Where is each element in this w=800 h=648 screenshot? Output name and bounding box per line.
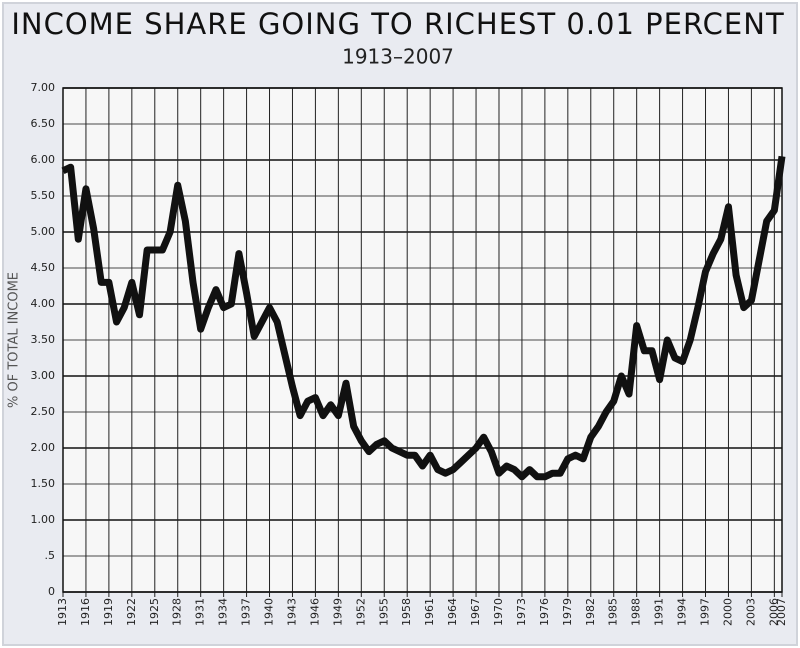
y-tick-label: 1.50 [31,477,56,490]
chart-subtitle: 1913–2007 [342,45,454,69]
y-tick-label: 1.00 [31,513,56,526]
plot-border [62,87,783,593]
x-tick-label: 1913 [56,598,69,626]
y-axis-label: % OF TOTAL INCOME [7,272,22,408]
x-tick-label: 2003 [744,598,757,626]
x-tick-label: 1958 [400,598,413,626]
x-tick-label: 1985 [607,598,620,626]
x-tick-label: 1970 [492,598,505,626]
y-tick-label: 0 [48,585,55,598]
y-tick-label: 3.00 [31,369,56,382]
x-tick-label: 1946 [308,598,321,626]
y-tick-label: 4.00 [31,297,56,310]
y-tick-label: 4.50 [31,261,56,274]
x-tick-label: 1997 [699,598,712,626]
x-tick-label: 1949 [331,598,344,626]
y-tick-label: 2.00 [31,441,56,454]
x-tick-label: 1952 [354,598,367,626]
x-tick-label: 1934 [217,598,230,626]
x-tick-label: 2007 [775,598,788,626]
x-tick-label: 1994 [676,598,689,626]
y-tick-label: 2.50 [31,405,56,418]
x-tick-label: 1916 [79,598,92,626]
y-tick-label: 5.00 [31,225,56,238]
x-tick-label: 2006 [767,598,780,626]
x-tick-label: 1961 [423,598,436,626]
x-tick-label: 1922 [125,598,138,626]
x-tick-label: 1937 [240,598,253,626]
x-tick-label: 1919 [102,598,115,626]
x-tick-label: 2000 [721,598,734,626]
y-tick-label: .5 [45,549,56,562]
x-tick-label: 1928 [171,598,184,626]
x-tick-label: 1982 [584,598,597,626]
x-tick-label: 1943 [285,598,298,626]
chart-title: INCOME SHARE GOING TO RICHEST 0.01 PERCE… [11,7,784,41]
y-tick-label: 6.50 [31,117,56,130]
x-tick-label: 1979 [561,598,574,626]
x-tick-label: 1925 [148,598,161,626]
x-tick-label: 1940 [263,598,276,626]
x-tick-label: 1931 [194,598,207,626]
x-tick-label: 1955 [377,598,390,626]
y-tick-label: 6.00 [31,153,56,166]
x-tick-label: 1964 [446,598,459,626]
y-tick-label: 3.50 [31,333,56,346]
x-tick-label: 1973 [515,598,528,626]
x-tick-label: 1991 [653,598,666,626]
x-tick-label: 1988 [630,598,643,626]
line-series [61,155,786,481]
x-tick-label: 1976 [538,598,551,626]
x-tick-label: 1967 [469,598,482,626]
y-tick-label: 7.00 [31,81,56,94]
y-tick-label: 5.50 [31,189,56,202]
